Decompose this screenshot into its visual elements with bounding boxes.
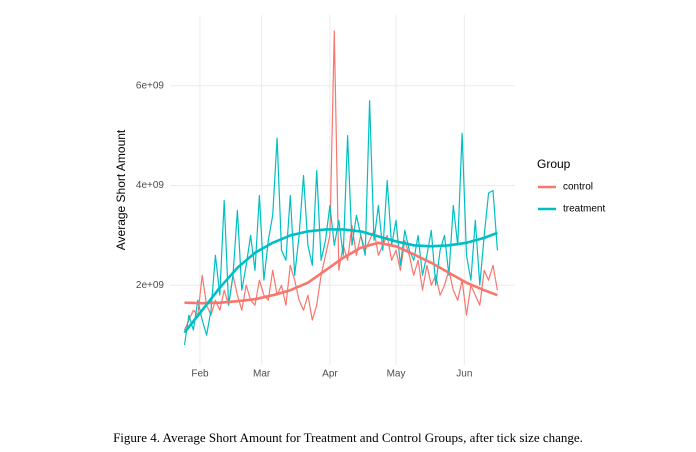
legend-label: treatment [563,204,605,215]
legend-title: Group [537,157,571,171]
y-tick-label: 4e+09 [136,180,165,191]
y-tick-label: 6e+09 [136,80,165,91]
x-tick-label: May [387,369,406,380]
data-line [183,100,498,346]
caption: Figure 4. Average Short Amount for Treat… [113,430,583,445]
smooth-line [183,228,498,334]
y-axis-label: Average Short Amount [114,129,128,250]
x-tick-label: Jun [456,369,472,380]
legend-label: control [563,182,593,193]
x-tick-label: Mar [253,369,271,380]
y-tick-label: 2e+09 [136,280,165,291]
smooth-line [184,241,498,305]
x-tick-label: Feb [191,369,209,380]
x-tick-label: Apr [322,369,338,380]
